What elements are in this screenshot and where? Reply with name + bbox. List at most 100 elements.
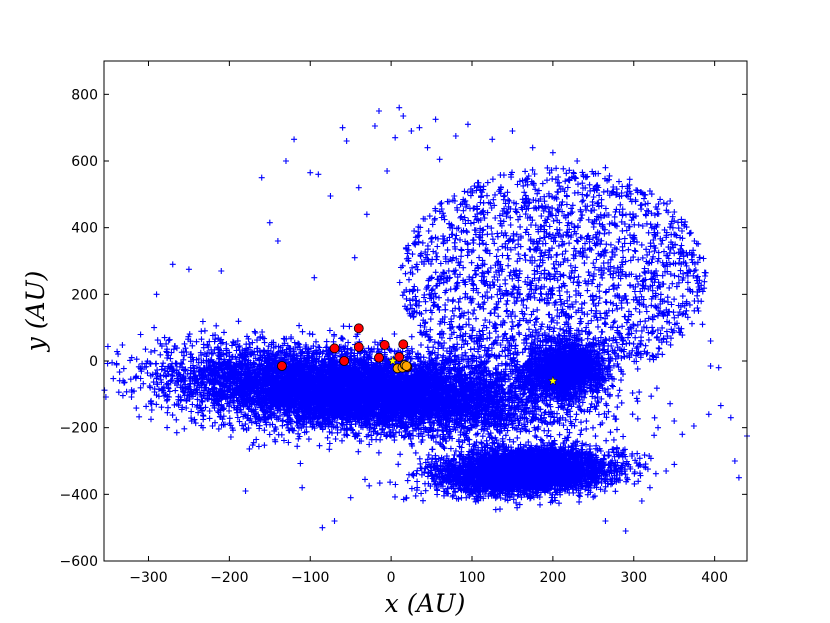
particle-point bbox=[529, 144, 536, 151]
particle-point bbox=[311, 274, 318, 281]
y-tick-label: 400 bbox=[71, 221, 98, 237]
particle-point bbox=[646, 188, 653, 194]
particle-point bbox=[408, 128, 415, 134]
particle-point bbox=[602, 164, 609, 171]
particle-point bbox=[169, 261, 176, 268]
red-marker bbox=[353, 323, 364, 334]
particle-point bbox=[319, 524, 326, 531]
particle-point bbox=[715, 364, 722, 371]
particle-point bbox=[622, 528, 629, 534]
particle-cloud bbox=[396, 164, 709, 390]
particle-point bbox=[351, 254, 358, 261]
particle-point bbox=[452, 133, 459, 139]
marker-layer bbox=[109, 104, 750, 534]
particle-point bbox=[282, 158, 289, 164]
particle-point bbox=[735, 474, 742, 481]
star-marker bbox=[387, 355, 398, 366]
x-tick-label: 400 bbox=[701, 570, 728, 586]
particle-point bbox=[626, 176, 633, 183]
particle-point bbox=[185, 266, 192, 273]
y-axis-label: y (AU) bbox=[21, 271, 50, 353]
particle-point bbox=[699, 321, 706, 328]
particle-point bbox=[347, 494, 354, 501]
red-marker bbox=[394, 352, 405, 362]
y-tick-label: −600 bbox=[60, 554, 98, 570]
y-tick-label: −200 bbox=[60, 421, 98, 437]
particle-point bbox=[266, 219, 273, 226]
particle-point bbox=[464, 121, 471, 128]
particle-point bbox=[416, 124, 423, 131]
y-tick-label: 800 bbox=[71, 87, 98, 103]
red-marker bbox=[339, 356, 350, 366]
particle-cloud bbox=[362, 431, 678, 513]
particle-point bbox=[331, 518, 338, 524]
particle-point bbox=[687, 288, 694, 294]
particle-point bbox=[436, 156, 443, 163]
particle-point bbox=[343, 138, 350, 144]
particle-point bbox=[299, 484, 306, 491]
particle-point bbox=[549, 149, 556, 156]
particle-layer bbox=[101, 164, 724, 513]
star-marker bbox=[547, 375, 558, 386]
particle-point bbox=[274, 238, 281, 244]
red-marker bbox=[379, 340, 390, 350]
particle-point bbox=[638, 498, 645, 504]
particle-point bbox=[695, 308, 702, 314]
particle-point bbox=[646, 484, 653, 491]
particle-point bbox=[242, 488, 249, 494]
red-marker bbox=[398, 339, 409, 350]
particle-point bbox=[384, 168, 391, 174]
particle-point bbox=[396, 104, 403, 111]
particle-point bbox=[655, 424, 662, 431]
particle-point bbox=[432, 116, 439, 123]
particle-point bbox=[109, 359, 116, 366]
y-tick-label: 600 bbox=[71, 154, 98, 170]
particle-point bbox=[727, 414, 734, 421]
red-marker bbox=[277, 361, 287, 371]
particle-point bbox=[509, 128, 516, 134]
x-tick-label: 100 bbox=[459, 570, 486, 586]
x-tick-label: 300 bbox=[620, 570, 647, 586]
particle-point bbox=[173, 429, 180, 436]
particle-point bbox=[371, 123, 378, 129]
particle-point bbox=[153, 291, 160, 298]
particle-point bbox=[707, 338, 714, 344]
x-tick-label: −200 bbox=[210, 570, 248, 586]
red-marker bbox=[353, 342, 364, 352]
particle-point bbox=[315, 171, 322, 178]
x-axis-label: x (AU) bbox=[385, 589, 466, 618]
particle-point bbox=[489, 136, 496, 143]
particle-point bbox=[218, 268, 225, 274]
particle-point bbox=[375, 108, 382, 114]
particle-point bbox=[400, 113, 407, 119]
particle-point bbox=[691, 298, 698, 304]
y-tick-label: 0 bbox=[89, 354, 98, 370]
particle-point bbox=[327, 193, 334, 199]
particle-point bbox=[392, 134, 399, 141]
x-tick-label: −100 bbox=[291, 570, 329, 586]
plot-frame bbox=[103, 60, 748, 562]
particle-point bbox=[250, 439, 257, 446]
particle-point bbox=[667, 198, 674, 204]
x-tick-label: 200 bbox=[540, 570, 567, 586]
particle-point bbox=[291, 136, 298, 143]
particle-point bbox=[707, 363, 714, 369]
particle-point bbox=[679, 248, 686, 254]
particle-point bbox=[602, 518, 609, 524]
y-tick-label: 200 bbox=[71, 287, 98, 303]
particle-point bbox=[363, 211, 370, 218]
particle-point bbox=[355, 184, 362, 191]
particle-point bbox=[307, 169, 314, 176]
red-marker bbox=[329, 343, 340, 354]
particle-point bbox=[339, 124, 346, 131]
particle-point bbox=[574, 158, 581, 164]
x-tick-label: −300 bbox=[129, 570, 167, 586]
tick-layer: −300 −200 −100 0 100 200 300 400 −600 −400 −200 0 20… bbox=[60, 61, 747, 586]
particle-point bbox=[663, 468, 670, 474]
orange-marker bbox=[401, 361, 412, 371]
particle-point bbox=[424, 144, 431, 151]
particle-point bbox=[679, 431, 686, 438]
particle-point bbox=[671, 418, 678, 424]
particle-point bbox=[258, 174, 265, 181]
